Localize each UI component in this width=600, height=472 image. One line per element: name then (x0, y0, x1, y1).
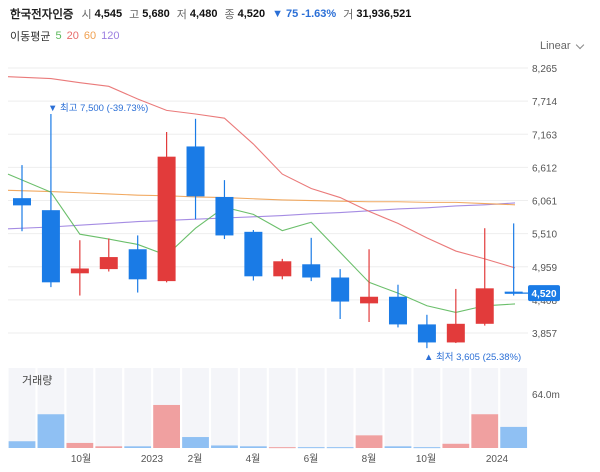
price-axis-label: 7,163 (532, 130, 557, 141)
price-axis-label: 7,714 (532, 97, 557, 108)
change-value: ▼ 75 -1.63% (272, 8, 337, 20)
candle-body (331, 277, 350, 302)
volume-bar (211, 445, 238, 448)
volume-column-bg (297, 368, 325, 448)
scale-label: Linear (540, 40, 571, 52)
volume-column-bg (8, 368, 36, 448)
price-axis-label: 5,510 (532, 230, 557, 241)
current-price-value: 4,520 (531, 289, 556, 300)
candle-body (41, 210, 60, 283)
volume-bar (95, 446, 123, 448)
time-axis-label: 10월 (71, 453, 91, 465)
volume-column-bg (268, 368, 296, 448)
open-label: 시 (81, 9, 92, 21)
volume-bar (124, 446, 152, 448)
volume-column-bg (66, 368, 94, 448)
time-axis-label: 2023 (141, 454, 164, 465)
current-price-badge (528, 285, 560, 302)
volume-column-bg (124, 368, 152, 448)
price-axis-label: 4,959 (532, 263, 557, 274)
volume-column-bg (239, 368, 267, 448)
volume-bar (413, 447, 441, 449)
candle-body (157, 156, 176, 282)
price-axis-label: 6,061 (532, 197, 557, 208)
candle-body (244, 231, 263, 277)
high-label: 고 (129, 9, 140, 21)
close-label: 종 (224, 9, 235, 21)
ma-60-label: 60 (83, 30, 97, 42)
volume-axis-label: 64.0m (532, 390, 560, 401)
candle-body (417, 324, 436, 343)
price-axis-label: 6,612 (532, 163, 557, 174)
min-price-annotation: ▲ 최저 3,605 (25.38%) (424, 352, 521, 363)
candle-body (215, 196, 234, 236)
close-value: 4,520 (237, 8, 266, 20)
volume-bar (355, 435, 383, 448)
candle-body (446, 323, 465, 343)
candle-body (475, 288, 494, 324)
stock-name: 한국전자인증 (10, 9, 74, 21)
price-axis-label: 4,408 (532, 296, 557, 307)
volume-bar (384, 446, 412, 448)
volume-bar (268, 447, 296, 449)
volume-bar (153, 404, 180, 448)
low-label: 저 (176, 9, 187, 21)
volume-bar (66, 442, 94, 448)
quote-header: 한국전자인증 시 4,545 고 5,680 저 4,480 종 4,520 ▼… (10, 4, 418, 24)
volume-column-bg (384, 368, 412, 448)
candle-body (128, 249, 147, 280)
candle-body (13, 198, 31, 206)
scale-dropdown[interactable]: Linear (540, 40, 584, 52)
time-axis-label: 4월 (246, 453, 261, 465)
ma-120-label: 120 (101, 30, 120, 42)
candle-body (388, 296, 407, 325)
time-axis-label: 2024 (486, 454, 509, 465)
candle-body (273, 261, 292, 277)
ma-legend-label: 이동평균 (10, 31, 51, 43)
volume-bar (500, 426, 528, 448)
max-price-annotation: ▼ 최고 7,500 (-39.73%) (48, 103, 148, 114)
volume-bar (297, 447, 325, 449)
volume-column-bg (211, 368, 238, 448)
ma5-line (7, 173, 516, 313)
volume-bar (182, 437, 209, 448)
ma-20-label: 20 (66, 30, 79, 42)
time-axis-label: 6월 (304, 453, 319, 465)
price-axis-label: 3,857 (532, 329, 557, 340)
candle-body (302, 264, 321, 278)
volume-column-bg (95, 368, 123, 448)
volume-bar (471, 414, 499, 448)
volume-column-bg (182, 368, 209, 448)
ma20-line (7, 76, 516, 269)
ma60-line (7, 189, 516, 206)
volume-value: 31,936,521 (356, 8, 412, 20)
candle-body (70, 268, 89, 274)
moving-average-legend[interactable]: 이동평균 5 20 60 120 (10, 28, 124, 44)
candle-body (360, 296, 379, 304)
candle-body (186, 146, 205, 197)
volume-bar (442, 443, 470, 448)
price-axis-label: 8,265 (532, 64, 557, 75)
high-value: 5,680 (142, 8, 170, 20)
low-value: 4,480 (189, 8, 218, 20)
volume-bar (239, 446, 267, 448)
volume-column-bg (413, 368, 441, 448)
volume-column-bg (442, 368, 470, 448)
volume-bar (37, 414, 65, 448)
volume-bar (326, 447, 354, 449)
ma120-line (7, 202, 516, 230)
candle-body (99, 257, 118, 270)
volume-panel-title: 거래량 (22, 374, 52, 387)
time-axis-label: 10월 (416, 453, 436, 465)
volume-column-bg (326, 368, 354, 448)
time-axis-label: 8월 (362, 453, 377, 465)
ma-5-label: 5 (55, 30, 62, 42)
time-axis-label: 2월 (188, 453, 203, 465)
volume-label: 거 (343, 9, 354, 21)
open-value: 4,545 (94, 8, 123, 20)
volume-column-bg (355, 368, 383, 448)
volume-bar (8, 441, 36, 448)
